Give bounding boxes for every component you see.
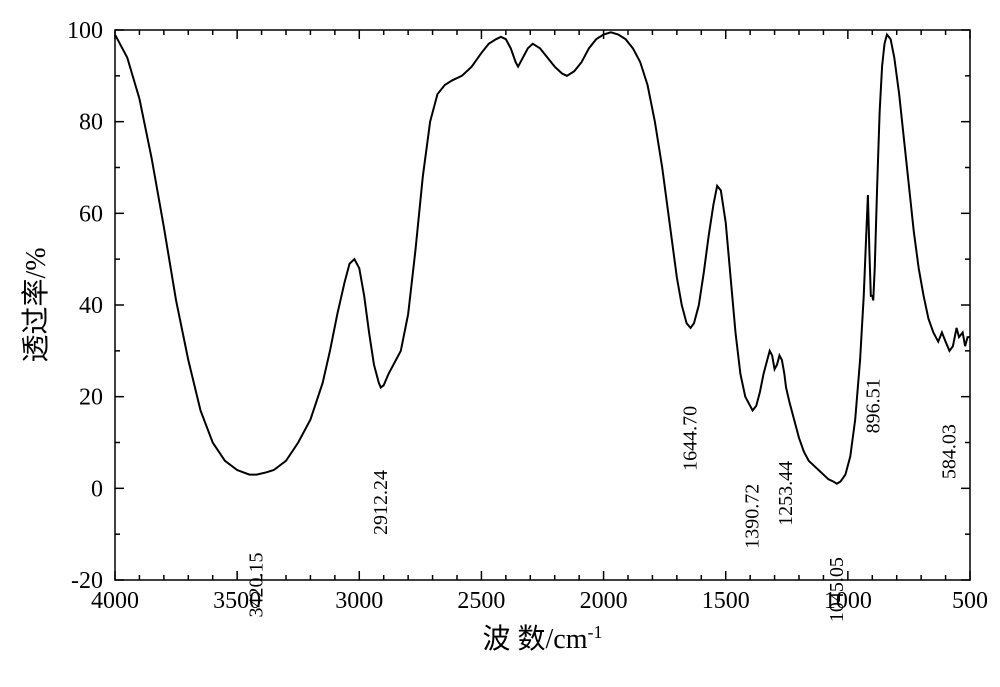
svg-text:0: 0 <box>91 476 103 502</box>
svg-text:80: 80 <box>79 110 103 136</box>
svg-text:60: 60 <box>79 201 103 227</box>
peak-label: 1644.70 <box>680 406 702 471</box>
peak-label: 1045.05 <box>826 557 848 622</box>
x-axis-label: 波 数/cm-1 <box>483 622 603 655</box>
svg-text:3000: 3000 <box>335 588 383 614</box>
svg-text:100: 100 <box>67 18 103 44</box>
peak-label: 584.03 <box>938 424 960 479</box>
svg-text:1500: 1500 <box>702 588 750 614</box>
svg-text:40: 40 <box>79 293 103 319</box>
svg-text:20: 20 <box>79 385 103 411</box>
y-axis-label: 透过率/% <box>20 247 52 362</box>
svg-text:2500: 2500 <box>457 588 505 614</box>
spectrum-line <box>115 32 970 483</box>
svg-text:500: 500 <box>952 588 988 614</box>
svg-text:-20: -20 <box>71 568 103 594</box>
peak-label: 3420.15 <box>246 553 268 618</box>
peak-label: 1253.44 <box>775 461 797 526</box>
chart-svg: 4000350030002500200015001000500-20020406… <box>0 0 1000 687</box>
ir-spectrum-chart: 4000350030002500200015001000500-20020406… <box>0 0 1000 687</box>
peak-label: 896.51 <box>862 378 884 433</box>
peak-label: 1390.72 <box>742 484 764 549</box>
svg-text:2000: 2000 <box>580 588 628 614</box>
peak-label: 2912.24 <box>370 470 392 535</box>
